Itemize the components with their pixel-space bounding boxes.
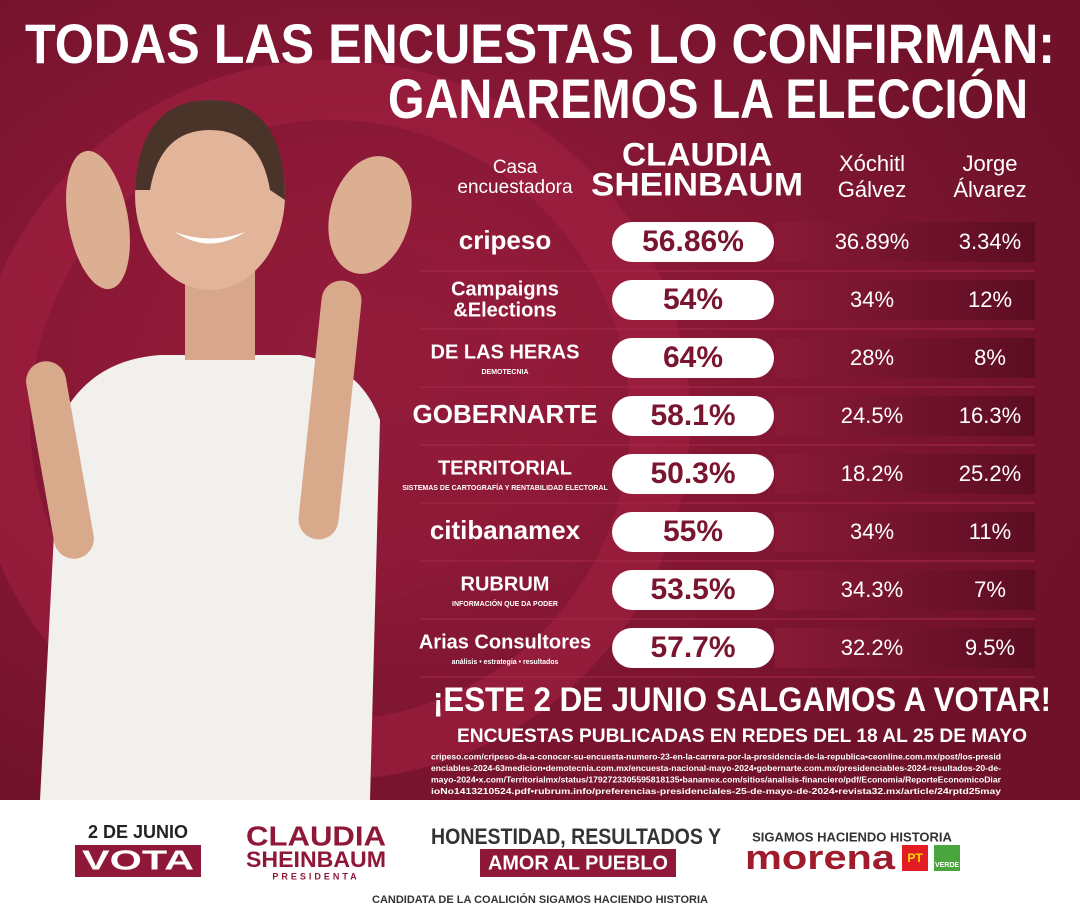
candidate-first: CLAUDIA [246, 820, 386, 851]
claudia-pill [612, 570, 774, 610]
row-stripe [775, 570, 1035, 610]
pollster-name: Arias Consultores [419, 631, 591, 653]
vote-box [75, 845, 201, 877]
verde-logo [934, 845, 960, 871]
pollster-name: TERRITORIAL [438, 457, 572, 479]
vote: VOTA [82, 844, 194, 875]
slogan: AMOR AL PUEBLO [488, 852, 668, 874]
claudia-pill [612, 396, 774, 436]
xochitl-value: 34% [850, 287, 894, 312]
jorge-value: 9.5% [965, 635, 1015, 660]
row-stripe [775, 396, 1035, 436]
claudia-value: 55% [663, 515, 723, 548]
claudia-value: 50.3% [650, 457, 735, 490]
row-stripe [775, 222, 1035, 262]
claudia-value: 53.5% [650, 573, 735, 606]
jorge-value: 25.2% [959, 461, 1021, 486]
header-xochitl: Xóchitl [839, 151, 905, 176]
xochitl-value: 24.5% [841, 403, 903, 428]
jorge-value: 8% [974, 345, 1006, 370]
party-verde: VERDE [935, 862, 959, 869]
header-claudia: SHEINBAUM [591, 166, 803, 202]
claudia-pill [612, 338, 774, 378]
pollster-subname: SISTEMAS DE CARTOGRAFÍA Y RENTABILIDAD E… [402, 483, 608, 492]
claudia-pill [612, 454, 774, 494]
table-rows: cripeso 56.86% 36.89% 3.34% Campaigns&Electi… [402, 222, 1035, 678]
party-pt: PT [907, 851, 923, 865]
claudia-pill [612, 280, 774, 320]
header-pollster: Casa [493, 157, 538, 178]
pollster-name: citibanamex [430, 515, 581, 545]
jorge-value: 3.34% [959, 229, 1021, 254]
claudia-value: 54% [663, 283, 723, 316]
pollster-name: GOBERNARTE [413, 399, 598, 429]
pollster-name: RUBRUM [461, 573, 550, 595]
xochitl-value: 18.2% [841, 461, 903, 486]
claudia-value: 56.86% [642, 225, 744, 258]
pt-logo [902, 845, 928, 871]
subtitle: ENCUESTAS PUBLICADAS EN REDES DEL 18 AL … [457, 726, 1027, 747]
claudia-value: 58.1% [650, 399, 735, 432]
pollster-subname: &Elections [453, 299, 556, 321]
jorge-value: 16.3% [959, 403, 1021, 428]
row-stripe [775, 338, 1035, 378]
xochitl-value: 36.89% [835, 229, 910, 254]
slogan-box [480, 849, 676, 877]
call-to-action: ¡ESTE 2 DE JUNIO SALGAMOS A VOTAR! [433, 681, 1051, 719]
slogan: HONESTIDAD, RESULTADOS Y [431, 824, 721, 849]
jorge-value: 12% [968, 287, 1012, 312]
claudia-pill [612, 512, 774, 552]
header-xochitl: Gálvez [838, 177, 906, 202]
header-jorge: Álvarez [953, 177, 1026, 202]
pollster-subname: análisis • estrategia • resultados [452, 659, 559, 666]
xochitl-value: 34% [850, 519, 894, 544]
candidate-role: PRESIDENTA [272, 871, 359, 881]
jorge-value: 7% [974, 577, 1006, 602]
row-stripe [775, 512, 1035, 552]
sources: cripeso.com/cripeso-da-a-conocer-su-encu… [431, 751, 1002, 796]
jorge-value: 11% [969, 519, 1011, 544]
source-line: cripeso.com/cripeso-da-a-conocer-su-encu… [431, 751, 1001, 761]
header-pollster: encuestadora [457, 177, 573, 198]
header-claudia: CLAUDIA [622, 136, 772, 172]
source-line: mayo-2024•x.com/Territorialmx/status/179… [431, 774, 1002, 784]
source-line: enciables-2024-63medicion•demotecnia.com… [431, 763, 1001, 773]
pollster-name: cripeso [459, 225, 552, 255]
xochitl-value: 28% [850, 345, 894, 370]
candidate-last: SHEINBAUM [246, 847, 386, 872]
pollster-name: Campaigns [451, 278, 559, 300]
coalition-tag: SIGAMOS HACIENDO HISTORIA [752, 829, 952, 844]
row-stripe [775, 628, 1035, 668]
disclaimer: CANDIDATA DE LA COALICIÓN SIGAMOS HACIEN… [372, 893, 708, 906]
claudia-pill [612, 628, 774, 668]
pollster-subname: INFORMACIÓN QUE DA PODER [452, 599, 558, 608]
title: GANAREMOS LA ELECCIÓN [388, 67, 1028, 130]
row-stripe [775, 280, 1035, 320]
source-line: ioNo1413210524.pdf•rubrum.info/preferenc… [431, 786, 1001, 796]
claudia-pill [612, 222, 774, 262]
party-morena: morena [745, 839, 896, 877]
title: TODAS LAS ENCUESTAS LO CONFIRMAN: [25, 12, 1055, 75]
pollster-name: DE LAS HERAS [431, 341, 580, 363]
vote-date: 2 DE JUNIO [88, 822, 188, 842]
claudia-value: 64% [663, 341, 723, 374]
xochitl-value: 32.2% [841, 635, 903, 660]
row-stripe [775, 454, 1035, 494]
claudia-value: 57.7% [650, 631, 735, 664]
candidate-photo [26, 100, 412, 800]
header-jorge: Jorge [962, 151, 1017, 176]
pollster-subname: DEMOTECNIA [481, 369, 528, 376]
xochitl-value: 34.3% [841, 577, 903, 602]
